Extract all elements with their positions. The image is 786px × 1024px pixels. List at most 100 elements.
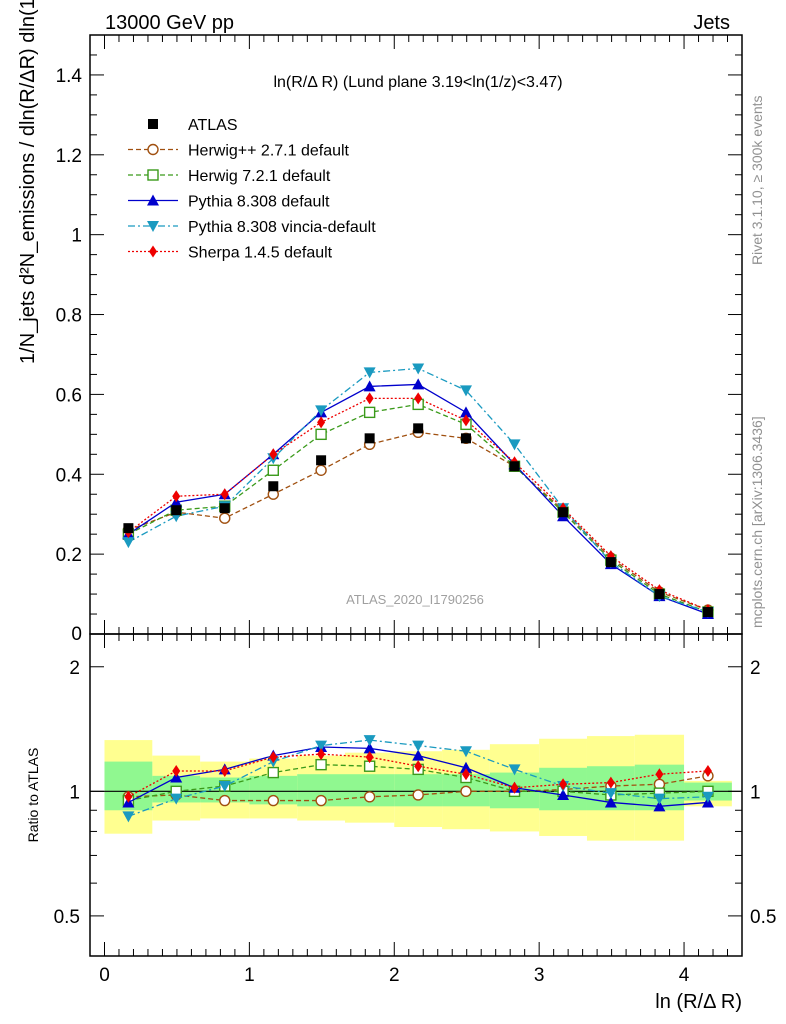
point-atlas <box>460 433 471 444</box>
ratio-point-herwig721 <box>267 766 279 779</box>
ratio-point-sherpa <box>559 778 568 791</box>
point-atlas <box>605 557 616 568</box>
main-ytick-label-zero: 0 <box>71 624 82 645</box>
ratio-point-pythia <box>653 800 666 812</box>
main-panel: 0.2 0.4 0.6 0.8 1 1.2 1.4 0 <box>56 34 743 645</box>
point-pythia <box>412 378 425 390</box>
ratio-xtick-label: 1 <box>244 965 255 986</box>
ratio-frame <box>89 633 743 957</box>
ratio-ytick-label-left: 0.5 <box>54 907 80 928</box>
rivet-side-label: Rivet 3.1.10, ≥ 300k events <box>749 95 765 265</box>
mcplots-side-label: mcplots.cern.ch [arXiv:1306.3436] <box>749 416 765 628</box>
legend-label: Pythia 8.308 default <box>188 194 330 211</box>
ratio-point-sherpa <box>655 768 664 781</box>
ratio-point-pythia <box>557 788 570 800</box>
ratio-ylabel: Ratio to ATLAS <box>25 748 41 843</box>
ratio-ylabel-text: Ratio to ATLAS <box>25 748 41 843</box>
point-herwig271 <box>315 464 327 476</box>
legend-marker-vincia <box>147 221 159 232</box>
legend-marker-atlas <box>148 119 158 129</box>
legend-label: Herwig++ 2.7.1 default <box>188 143 350 160</box>
ratio-point-vincia <box>122 811 135 823</box>
ratio-point-vincia <box>653 793 666 805</box>
ratio-point-vincia <box>412 740 425 752</box>
point-herwig721 <box>315 428 327 441</box>
point-pythia <box>459 406 472 418</box>
point-atlas <box>702 607 713 618</box>
legend-label: Herwig 7.2.1 default <box>188 168 331 185</box>
ratio-ytick-label-right: 1 <box>750 782 761 803</box>
ratio-xtick-label: 3 <box>534 965 545 986</box>
main-ylabel: 1/N_jets d²N_emissions / dln(R/ΔR) dln(1… <box>17 0 39 364</box>
ratio-point-vincia <box>218 781 231 793</box>
ratio-point-sherpa <box>414 760 423 773</box>
point-herwig271 <box>219 512 231 524</box>
legend-label: ATLAS <box>188 117 238 134</box>
ratio-ytick-label-left: 1 <box>69 782 80 803</box>
main-ytick-label: 1 <box>71 226 82 247</box>
main-ytick-label: 0.4 <box>56 465 83 486</box>
point-pythia <box>363 380 376 392</box>
legend-item-pythia: Pythia 8.308 default <box>128 194 330 211</box>
point-vincia <box>412 363 425 375</box>
ratio-point-sherpa <box>317 748 326 761</box>
legend-item-sherpa: Sherpa 1.4.5 default <box>128 245 333 262</box>
legend: ATLAS Herwig++ 2.7.1 default Herwig 7.2.1 … <box>128 117 376 262</box>
ratio-point-sherpa <box>703 764 712 777</box>
ratio-point-sherpa <box>172 764 181 777</box>
ratio-point-pythia <box>412 749 425 761</box>
ratio-point-sherpa <box>124 790 133 803</box>
main-ytick-label: 1.4 <box>56 66 83 87</box>
point-atlas <box>413 423 424 434</box>
point-atlas <box>509 461 520 472</box>
ratio-point-vincia <box>170 793 183 805</box>
point-herwig721 <box>267 464 279 476</box>
ratio-point-herwig271 <box>315 794 327 807</box>
point-atlas <box>171 505 182 516</box>
point-atlas <box>219 503 230 514</box>
point-sherpa <box>269 448 278 461</box>
point-vincia <box>315 405 328 417</box>
ratio-point-sherpa <box>461 768 470 781</box>
legend-marker-sherpa <box>149 245 157 258</box>
point-atlas <box>268 481 279 492</box>
ratio-point-sherpa <box>510 781 519 794</box>
ratio-xtick-label: 4 <box>679 965 690 986</box>
ratio-point-sherpa <box>365 751 374 764</box>
ratio-ytick-label-right: 0.5 <box>750 907 776 928</box>
ratio-point-herwig271 <box>460 785 472 798</box>
legend-label: Pythia 8.308 vincia-default <box>188 219 376 236</box>
point-atlas <box>364 433 375 444</box>
point-sherpa <box>317 416 326 429</box>
ratio-point-herwig271 <box>363 791 376 803</box>
point-vincia <box>363 367 376 379</box>
ratio-point-pythia <box>604 796 617 808</box>
ratio-point-sherpa <box>606 776 615 789</box>
main-ytick-label: 0.8 <box>56 306 82 327</box>
header-left-label: 13000 GeV pp <box>105 12 234 34</box>
ratio-point-vincia <box>701 791 714 803</box>
point-vincia <box>459 385 472 397</box>
ratio-point-herwig271 <box>219 794 231 807</box>
point-vincia <box>508 439 521 451</box>
legend-marker-herwig721 <box>147 169 159 181</box>
legend-item-vincia: Pythia 8.308 vincia-default <box>128 219 376 236</box>
point-herwig721 <box>363 406 376 419</box>
legend-item-herwig721: Herwig 7.2.1 default <box>128 168 331 185</box>
rivet-side-text: Rivet 3.1.10, ≥ 300k events <box>749 95 765 265</box>
ratio-point-pythia <box>170 771 183 783</box>
point-vincia <box>122 537 135 549</box>
ratio-point-vincia <box>363 735 376 747</box>
ratio-point-vincia <box>315 740 328 752</box>
point-atlas <box>558 507 569 518</box>
header-right-label: Jets <box>693 12 730 34</box>
ratio-point-sherpa <box>220 764 229 777</box>
main-ytick-label: 1.2 <box>56 146 82 167</box>
ratio-point-vincia <box>459 746 472 758</box>
ratio-point-vincia <box>508 764 521 776</box>
mcplots-side-text: mcplots.cern.ch [arXiv:1306.3436] <box>749 416 765 628</box>
legend-item-atlas: ATLAS <box>148 117 238 134</box>
series-line-herwig271 <box>128 431 709 611</box>
analysis-watermark: ATLAS_2020_I1790256 <box>346 592 484 607</box>
